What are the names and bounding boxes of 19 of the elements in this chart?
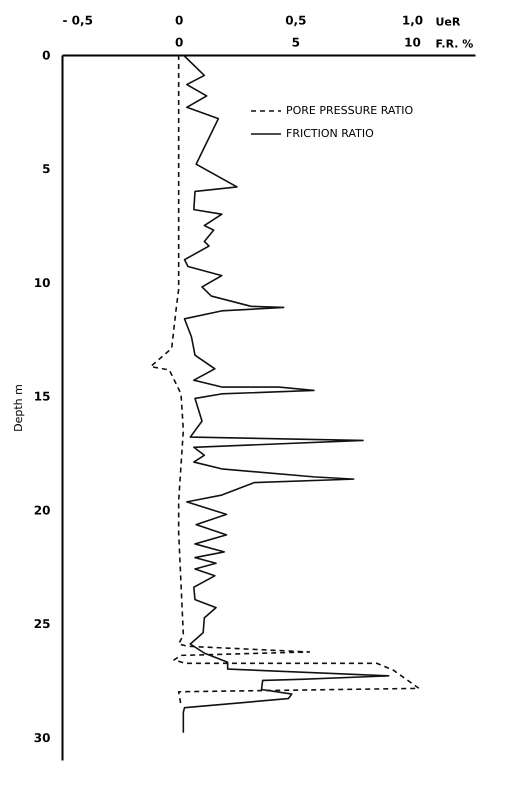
y-tick-label: 15	[34, 390, 50, 404]
x-axis-title: UeR	[436, 16, 461, 28]
y-axis-title: Depth m	[12, 384, 25, 432]
legend-label: FRICTION RATIO	[286, 127, 374, 140]
y-tick-label: 25	[34, 617, 50, 632]
legend-label: PORE PRESSURE RATIO	[286, 104, 414, 117]
x2-tick-label: 10	[404, 36, 421, 50]
y-tick-label: 5	[42, 162, 50, 176]
x2-tick-label: 5	[292, 36, 300, 50]
y-tick-label: 20	[34, 503, 50, 518]
y-tick-label: 10	[34, 276, 50, 290]
y-tick-label: 30	[34, 730, 50, 745]
y-tick-label: 0	[42, 48, 50, 62]
x-tick-label: - 0,5	[62, 14, 93, 28]
x2-tick-label: 0	[174, 36, 184, 50]
x-tick-label: 0,5	[285, 14, 306, 28]
x2-axis-title: F.R. %	[436, 38, 474, 50]
x-tick-label: 0	[174, 14, 184, 28]
x-tick-label: 1,0	[402, 14, 424, 28]
